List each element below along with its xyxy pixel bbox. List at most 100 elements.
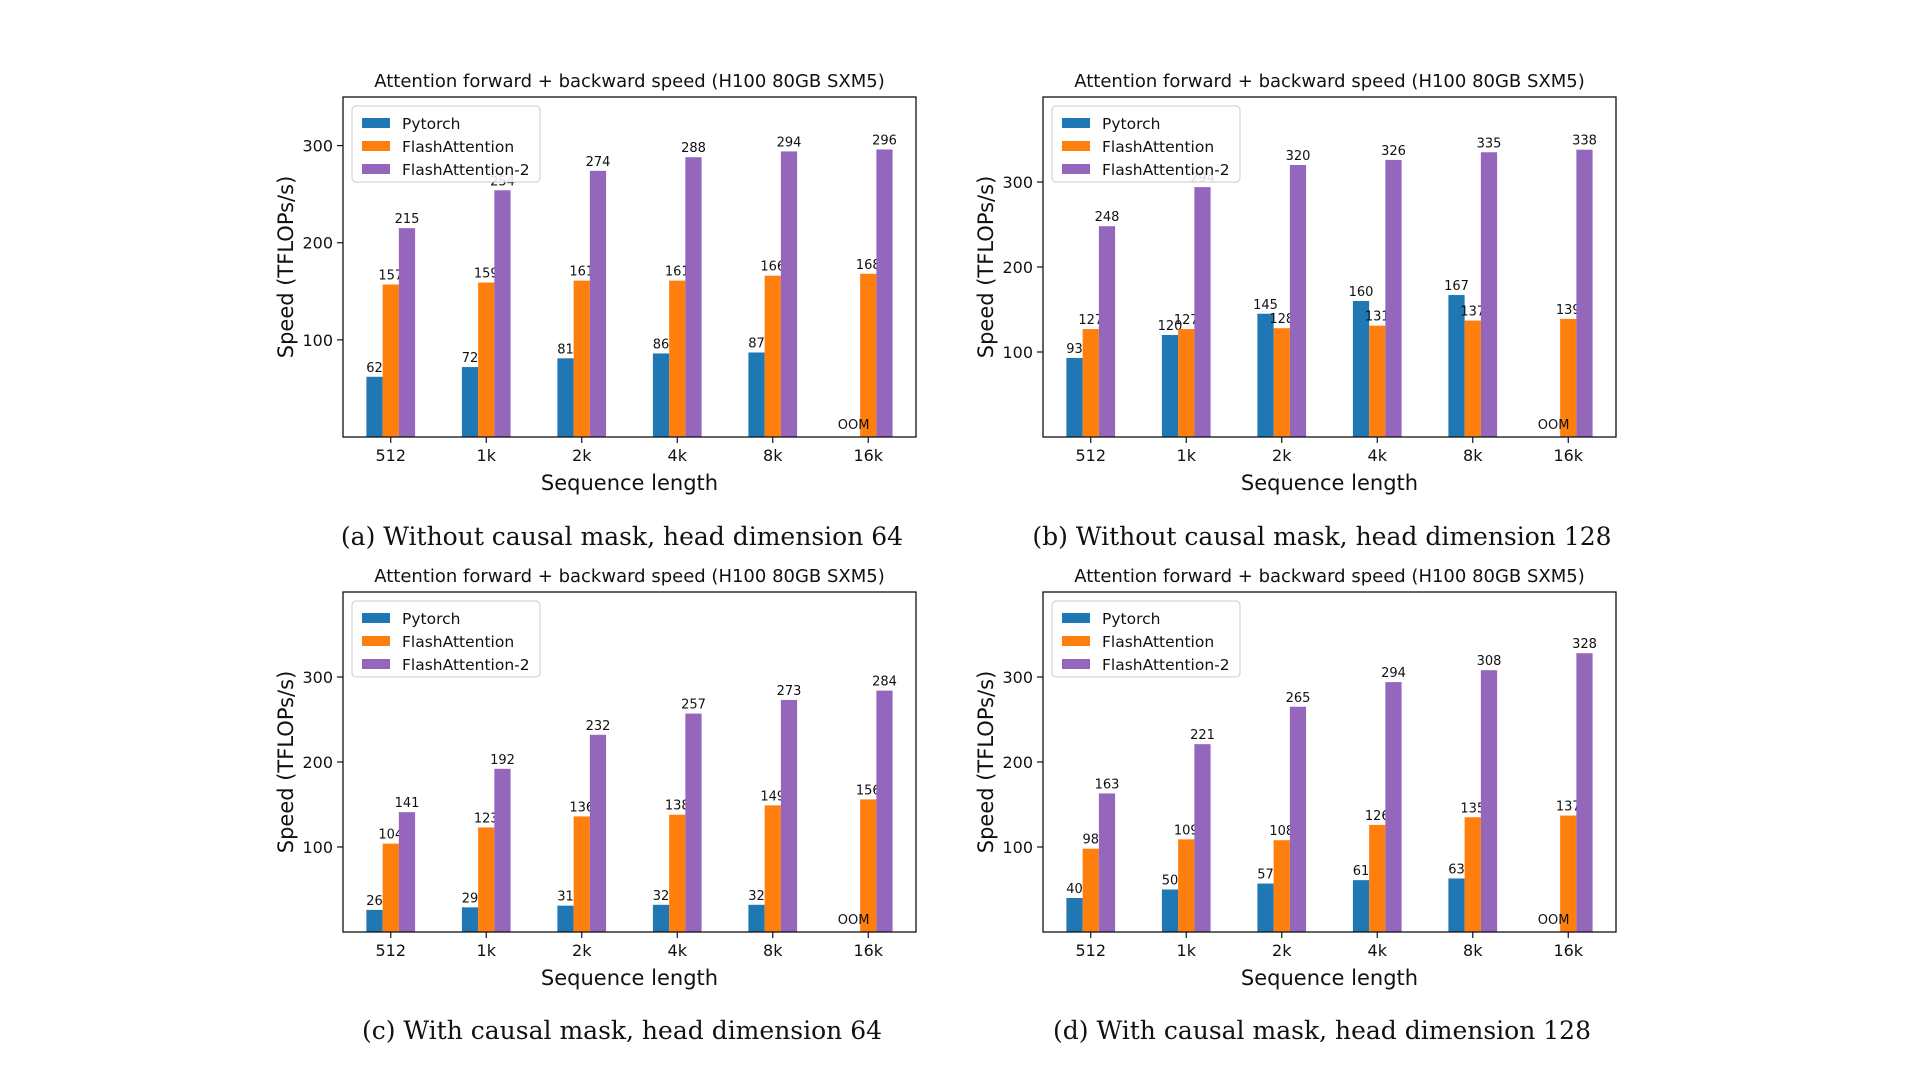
data-label-d: 265	[1286, 691, 1311, 706]
chart-title-b: Attention forward + backward speed (H100…	[1074, 71, 1585, 92]
bar-c-flashattention-2-512	[398, 812, 416, 932]
x-axis-label-b: Sequence length	[1241, 471, 1418, 495]
legend-swatch-c	[362, 659, 390, 669]
y-axis-label-a: Speed (TFLOPs/s)	[274, 176, 298, 359]
bar-a-flashattention-2-2k	[589, 170, 607, 438]
bar-c-flashattention-16k	[860, 799, 877, 932]
oom-annotation-b: OOM	[1538, 418, 1570, 433]
bar-d-flashattention-4k	[1369, 824, 1386, 932]
data-label-d: 50	[1162, 874, 1179, 889]
bar-d-pytorch-4k	[1352, 880, 1370, 932]
data-label-d: 98	[1082, 833, 1099, 848]
legend-box-a	[351, 105, 541, 183]
bar-b-flashattention-2-16k	[1576, 149, 1593, 437]
data-label-b: 131	[1365, 310, 1390, 325]
oom-annotation-c: OOM	[838, 913, 870, 928]
x-tick-label-a: 16k	[853, 446, 883, 465]
bar-b-pytorch-8k	[1448, 295, 1465, 437]
data-label-a: 87	[748, 336, 765, 351]
bar-d-pytorch-8k	[1448, 878, 1465, 932]
bar-d-flashattention-2k	[1273, 840, 1290, 932]
data-label-d: 328	[1572, 637, 1597, 652]
y-tick-label-d: 100	[1002, 838, 1033, 857]
bar-c-flashattention-2-8k	[780, 699, 798, 932]
x-tick-label-b: 16k	[1553, 446, 1583, 465]
legend-box-d	[1051, 600, 1241, 678]
x-tick-label-c: 1k	[477, 941, 497, 960]
data-label-c: 156	[856, 783, 881, 798]
data-label-b: 93	[1066, 342, 1083, 357]
x-tick-label-a: 2k	[572, 446, 592, 465]
y-axis-label-c: Speed (TFLOPs/s)	[274, 671, 298, 854]
data-label-d: 57	[1257, 868, 1274, 883]
bar-b-flashattention-1k	[1178, 329, 1195, 437]
data-label-a: 296	[872, 133, 897, 148]
data-label-a: 168	[856, 258, 881, 273]
data-label-d: 163	[1095, 777, 1120, 792]
data-label-b: 127	[1078, 313, 1103, 328]
bar-c-pytorch-512	[366, 909, 383, 932]
bar-d-flashattention-2-4k	[1385, 682, 1402, 932]
data-label-c: 149	[760, 789, 785, 804]
bar-c-pytorch-4k	[652, 904, 670, 932]
data-label-b: 167	[1444, 279, 1469, 294]
oom-annotation-d: OOM	[1538, 913, 1570, 928]
legend-swatch-b	[1062, 141, 1090, 151]
data-label-b: 326	[1381, 144, 1406, 159]
data-label-c: 257	[681, 698, 706, 713]
bar-b-flashattention-2k	[1273, 328, 1290, 437]
legend-label-b: FlashAttention-2	[1102, 161, 1230, 179]
bar-c-flashattention-1k	[478, 827, 495, 932]
data-label-d: 308	[1477, 654, 1502, 669]
legend-label-c: FlashAttention-2	[402, 656, 530, 674]
bar-b-flashattention-2-2k	[1289, 165, 1307, 437]
data-label-c: 141	[395, 796, 420, 811]
data-label-b: 127	[1174, 313, 1199, 328]
legend-label-a: FlashAttention	[402, 138, 514, 156]
data-label-b: 120	[1158, 319, 1183, 334]
x-tick-label-c: 8k	[763, 941, 783, 960]
x-tick-label-b: 4k	[1368, 446, 1388, 465]
bar-c-flashattention-2-1k	[494, 768, 511, 932]
x-tick-label-a: 1k	[477, 446, 497, 465]
y-tick-label-c: 100	[302, 838, 333, 857]
caption-d: (d) With causal mask, head dimension 128	[1053, 1016, 1591, 1045]
x-tick-label-a: 4k	[668, 446, 688, 465]
bar-a-flashattention-2-16k	[876, 149, 893, 437]
data-label-a: 161	[665, 265, 690, 280]
bar-d-flashattention-2-8k	[1480, 670, 1498, 932]
data-label-a: 159	[474, 267, 499, 282]
chart-title-a: Attention forward + backward speed (H100…	[374, 71, 885, 92]
data-label-b: 139	[1556, 303, 1581, 318]
bar-a-flashattention-4k	[669, 280, 686, 437]
data-label-a: 62	[366, 361, 383, 376]
data-label-b: 320	[1286, 149, 1311, 164]
y-tick-label-a: 200	[302, 234, 333, 253]
legend-swatch-c	[362, 636, 390, 646]
data-label-c: 192	[490, 753, 515, 768]
bar-a-flashattention-16k	[860, 273, 877, 437]
bar-d-pytorch-512	[1066, 898, 1083, 932]
bar-d-flashattention-2-512	[1098, 793, 1116, 932]
legend-swatch-c	[362, 613, 390, 623]
bar-d-flashattention-16k	[1560, 815, 1577, 932]
bar-c-flashattention-8k	[764, 805, 781, 932]
legend-box-b	[1051, 105, 1241, 183]
bar-c-flashattention-2k	[573, 816, 590, 932]
bar-b-pytorch-2k	[1257, 313, 1274, 437]
bar-d-pytorch-1k	[1161, 889, 1179, 932]
bar-c-pytorch-8k	[748, 904, 765, 932]
data-label-b: 248	[1095, 210, 1120, 225]
plot-frame-a	[342, 96, 917, 438]
y-tick-label-b: 200	[1002, 258, 1033, 277]
y-tick-label-c: 200	[302, 753, 333, 772]
oom-annotation-a: OOM	[838, 418, 870, 433]
x-tick-label-d: 1k	[1177, 941, 1197, 960]
data-label-b: 335	[1477, 136, 1502, 151]
bar-b-flashattention-4k	[1369, 325, 1386, 437]
bar-b-flashattention-2-1k	[1194, 187, 1211, 437]
bar-a-pytorch-512	[366, 376, 383, 437]
